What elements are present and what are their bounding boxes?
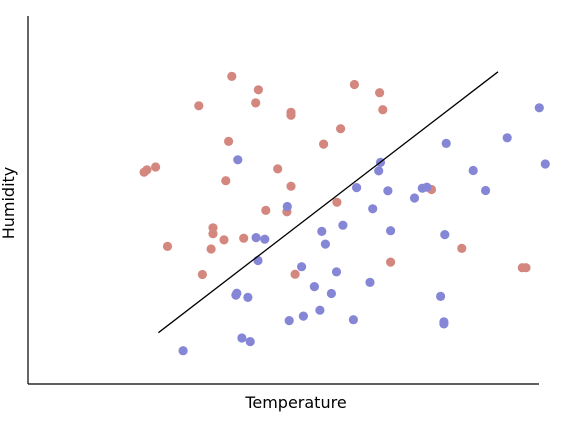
data-point-s2-24: [365, 277, 375, 287]
data-point-s2-3: [232, 288, 242, 298]
data-point-s2-37: [441, 138, 451, 148]
x-axis-label: Temperature: [244, 393, 346, 412]
data-point-s1-10: [219, 235, 229, 245]
data-point-s2-33: [436, 291, 446, 301]
data-point-s2-42: [540, 159, 550, 169]
data-points: [139, 71, 550, 356]
data-point-s2-25: [368, 204, 378, 214]
data-point-s1-6: [197, 269, 207, 280]
data-point-s2-30: [409, 193, 420, 203]
data-point-s1-23: [290, 269, 300, 279]
data-point-s2-11: [282, 201, 292, 212]
data-point-s1-27: [349, 79, 359, 90]
data-point-s2-16: [315, 305, 325, 315]
data-point-s2-20: [331, 267, 342, 277]
data-point-s1-7: [206, 244, 216, 254]
data-point-s2-6: [243, 292, 253, 302]
data-point-s2-9: [253, 255, 263, 266]
data-point-s1-34: [521, 263, 531, 273]
data-point-s2-35: [439, 319, 449, 329]
data-point-s2-1: [178, 346, 188, 356]
trend-line: [158, 71, 499, 334]
data-point-s2-41: [534, 103, 544, 113]
data-point-s2-7: [245, 337, 255, 347]
y-axis-label: Humidity: [0, 167, 18, 240]
data-point-s2-12: [284, 316, 294, 326]
data-point-s2-8: [251, 233, 261, 243]
data-point-s2-28: [383, 186, 393, 196]
data-point-s1-15: [251, 98, 261, 108]
data-point-s2-29: [386, 226, 396, 236]
data-point-s1-18: [273, 164, 283, 174]
data-point-s2-10: [260, 234, 270, 244]
data-point-s1-11: [221, 176, 231, 186]
data-point-s2-32: [422, 182, 432, 192]
data-point-s1-14: [239, 233, 249, 243]
data-point-s2-36: [440, 230, 450, 240]
data-point-s1-2: [142, 165, 152, 175]
data-point-s2-38: [468, 165, 478, 176]
data-point-s2-19: [326, 288, 336, 299]
data-point-s1-32: [457, 243, 467, 253]
data-point-s2-14: [298, 311, 308, 321]
data-point-s2-22: [348, 315, 358, 325]
data-point-s1-3: [151, 162, 161, 172]
data-point-s2-21: [338, 220, 348, 230]
data-point-s1-16: [253, 85, 263, 95]
data-point-s1-24: [319, 139, 329, 149]
data-point-s1-21: [286, 107, 296, 117]
data-point-s1-9: [208, 223, 218, 233]
data-point-s1-17: [261, 205, 271, 215]
data-point-s2-26: [374, 166, 384, 176]
data-point-s1-13: [227, 71, 237, 81]
data-point-s2-4: [233, 155, 243, 165]
data-point-s1-4: [162, 241, 173, 251]
data-point-s1-22: [286, 181, 296, 191]
data-point-s2-15: [309, 282, 319, 292]
data-point-s2-18: [320, 239, 330, 249]
data-point-s2-5: [237, 333, 247, 343]
data-point-s1-30: [386, 257, 396, 267]
data-point-s1-5: [194, 101, 204, 111]
data-point-s1-29: [378, 105, 388, 115]
data-point-s2-40: [502, 133, 512, 143]
data-point-s2-13: [297, 262, 307, 272]
data-point-s2-23: [352, 183, 362, 193]
data-point-s2-17: [317, 226, 327, 236]
data-point-s1-25: [332, 197, 342, 207]
data-point-s2-39: [481, 185, 491, 196]
data-point-s1-28: [375, 88, 385, 98]
data-point-s1-26: [336, 124, 346, 134]
data-point-s1-12: [224, 136, 234, 146]
